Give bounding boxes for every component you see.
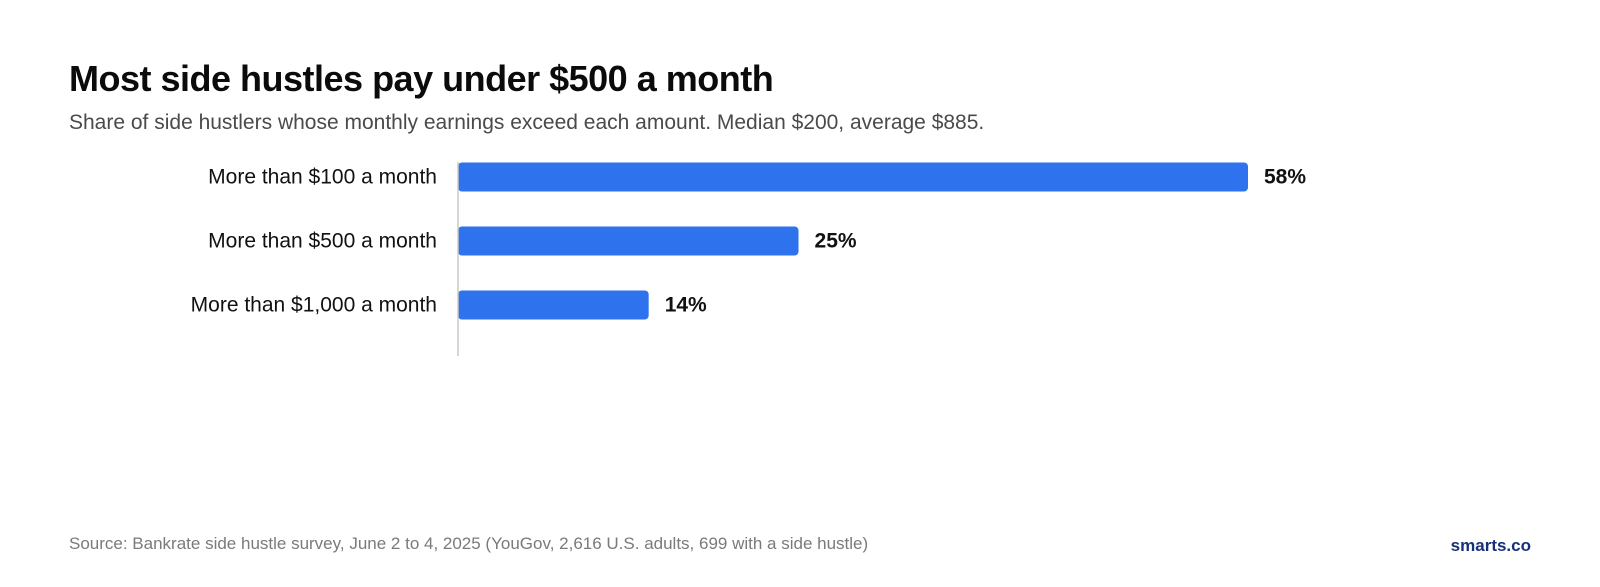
data-label: 14%: [665, 294, 707, 317]
data-label: 58%: [1264, 166, 1306, 189]
bar: [458, 162, 1248, 192]
category-label: More than $100 a month: [208, 166, 437, 189]
category-label: More than $1,000 a month: [191, 294, 437, 317]
bars-group: More than $100 a month 58% More than $500 …: [191, 162, 1306, 320]
category-label: More than $500 a month: [208, 230, 437, 253]
source-note: Source: Bankrate side hustle survey, Jun…: [69, 534, 869, 553]
brand-logo: smarts.co: [1450, 536, 1531, 555]
chart-subtitle: Share of side hustlers whose monthly ear…: [69, 111, 985, 134]
data-label: 25%: [815, 230, 857, 253]
chart-title: Most side hustles pay under $500 a month: [69, 58, 774, 99]
bar: [458, 290, 649, 320]
bar: [458, 226, 799, 256]
